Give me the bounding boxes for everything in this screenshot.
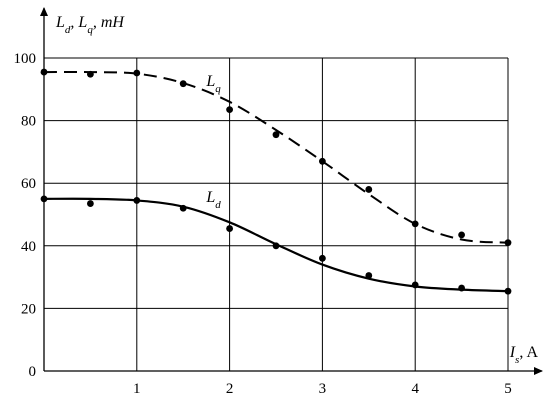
y-tick-label-100: 100 [14,51,37,67]
data-point-lq [272,131,280,139]
data-point-ld [272,242,280,250]
data-point-ld [226,225,234,232]
x-tick-label-4: 4 [411,381,419,397]
data-point-lq [458,231,465,239]
y-axis-label: Ld, Lq, mH [55,14,125,36]
y-tick-label-0: 0 [29,364,37,380]
data-point-ld [458,284,465,292]
data-point-lq [411,220,419,228]
x-tick-label-3: 3 [319,381,327,397]
y-tick-label-20: 20 [21,301,36,317]
data-point-lq [365,186,373,193]
x-tick-label-1: 1 [133,381,141,397]
data-point-lq [40,68,48,76]
measured-points [40,68,512,295]
grid-lines [44,57,509,371]
x-tick-label-5: 5 [504,381,512,397]
series-label-ld: Ld [205,189,221,211]
data-point-lq [504,239,512,247]
fitted-curves [43,70,509,293]
data-point-ld [40,195,48,203]
y-tick-label-80: 80 [21,114,36,130]
x-axis-label: Is, A [509,344,539,366]
y-tick-label-60: 60 [21,176,36,192]
data-point-ld [411,281,419,289]
data-point-lq [133,69,141,77]
data-point-lq [179,80,187,88]
curve-lq [43,70,509,244]
data-point-ld [87,200,94,207]
data-point-ld [179,204,187,212]
tick-labels: 1 2 3 4 5 0 20 40 60 80 100 [14,51,512,397]
y-tick-label-40: 40 [21,239,36,255]
data-point-lq [87,70,94,78]
chart-labels: Lq Ld Ld, Lq, mH Is, A [55,14,538,366]
data-point-lq [226,106,234,114]
data-point-ld [319,254,326,262]
axes [40,7,543,375]
series-label-lq: Lq [205,73,221,95]
data-point-ld [504,287,512,295]
data-point-ld [133,197,141,204]
x-tick-label-2: 2 [226,381,234,397]
data-point-lq [319,157,326,165]
data-point-ld [365,272,373,279]
